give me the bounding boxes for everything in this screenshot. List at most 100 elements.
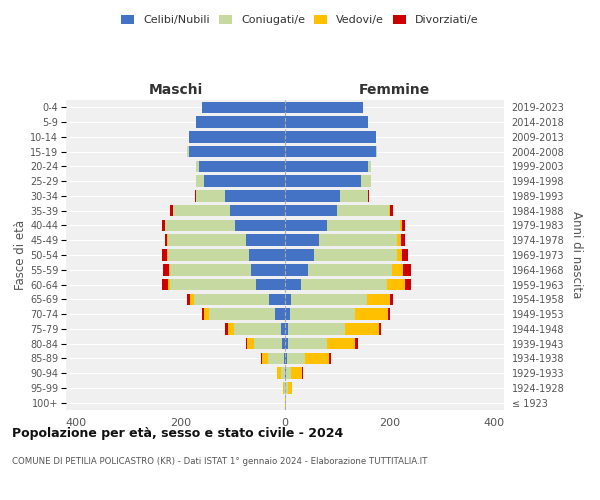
Text: Popolazione per età, sesso e stato civile - 2024: Popolazione per età, sesso e stato civil… bbox=[12, 428, 343, 440]
Bar bbox=[268, 352, 284, 364]
Bar bbox=[285, 368, 286, 379]
Bar bbox=[285, 116, 368, 128]
Bar bbox=[290, 308, 355, 320]
Bar bbox=[262, 352, 268, 364]
Bar bbox=[246, 234, 285, 246]
Bar bbox=[204, 176, 285, 187]
Bar bbox=[302, 368, 303, 379]
Bar bbox=[284, 352, 285, 364]
Bar bbox=[283, 382, 284, 394]
Bar bbox=[287, 382, 292, 394]
Bar bbox=[284, 382, 285, 394]
Bar bbox=[285, 190, 340, 202]
Bar bbox=[190, 294, 194, 305]
Bar bbox=[405, 279, 411, 290]
Bar bbox=[337, 205, 389, 216]
Text: Femmine: Femmine bbox=[359, 83, 430, 97]
Bar bbox=[194, 294, 269, 305]
Bar bbox=[277, 368, 281, 379]
Bar bbox=[286, 368, 291, 379]
Bar bbox=[367, 294, 391, 305]
Bar bbox=[400, 220, 403, 231]
Bar bbox=[173, 205, 230, 216]
Bar bbox=[167, 249, 248, 261]
Bar bbox=[163, 279, 167, 290]
Bar bbox=[403, 249, 407, 261]
Bar bbox=[281, 368, 285, 379]
Bar bbox=[285, 102, 363, 113]
Bar bbox=[261, 352, 262, 364]
Bar bbox=[202, 102, 285, 113]
Bar bbox=[287, 338, 327, 349]
Bar bbox=[397, 249, 403, 261]
Bar bbox=[376, 146, 377, 158]
Bar bbox=[225, 323, 227, 334]
Bar bbox=[170, 264, 251, 276]
Bar bbox=[379, 323, 382, 334]
Bar bbox=[256, 279, 285, 290]
Text: COMUNE DI PETILIA POLICASTRO (KR) - Dati ISTAT 1° gennaio 2024 - Elaborazione TU: COMUNE DI PETILIA POLICASTRO (KR) - Dati… bbox=[12, 458, 427, 466]
Bar bbox=[225, 190, 285, 202]
Bar bbox=[164, 234, 167, 246]
Bar bbox=[281, 323, 285, 334]
Bar bbox=[401, 234, 406, 246]
Bar bbox=[285, 397, 286, 408]
Bar bbox=[163, 249, 167, 261]
Bar bbox=[167, 279, 170, 290]
Bar bbox=[230, 205, 285, 216]
Bar bbox=[327, 220, 400, 231]
Bar bbox=[209, 308, 275, 320]
Bar bbox=[247, 338, 254, 349]
Y-axis label: Anni di nascita: Anni di nascita bbox=[570, 212, 583, 298]
Bar bbox=[301, 279, 386, 290]
Bar bbox=[391, 205, 393, 216]
Bar bbox=[291, 368, 302, 379]
Bar bbox=[287, 323, 345, 334]
Bar bbox=[254, 338, 283, 349]
Bar bbox=[187, 146, 188, 158]
Bar bbox=[235, 220, 285, 231]
Bar bbox=[188, 146, 285, 158]
Bar bbox=[291, 294, 367, 305]
Bar bbox=[204, 308, 209, 320]
Bar bbox=[329, 352, 331, 364]
Bar bbox=[170, 205, 173, 216]
Y-axis label: Fasce di età: Fasce di età bbox=[14, 220, 27, 290]
Bar bbox=[391, 294, 393, 305]
Bar bbox=[275, 308, 285, 320]
Bar bbox=[285, 249, 314, 261]
Bar bbox=[361, 176, 371, 187]
Bar bbox=[319, 234, 397, 246]
Bar bbox=[285, 160, 368, 172]
Bar bbox=[283, 338, 285, 349]
Bar bbox=[165, 220, 235, 231]
Bar bbox=[345, 323, 379, 334]
Bar bbox=[269, 294, 285, 305]
Bar bbox=[327, 338, 355, 349]
Bar bbox=[285, 308, 290, 320]
Bar bbox=[285, 264, 308, 276]
Bar bbox=[234, 323, 281, 334]
Bar bbox=[187, 294, 190, 305]
Bar bbox=[227, 323, 234, 334]
Bar bbox=[285, 338, 287, 349]
Bar bbox=[188, 131, 285, 142]
Bar bbox=[308, 264, 392, 276]
Bar bbox=[196, 176, 204, 187]
Bar bbox=[368, 190, 370, 202]
Bar bbox=[167, 234, 246, 246]
Bar bbox=[285, 176, 361, 187]
Bar bbox=[162, 220, 164, 231]
Bar bbox=[196, 190, 225, 202]
Bar bbox=[403, 220, 405, 231]
Bar bbox=[368, 160, 371, 172]
Bar bbox=[386, 279, 405, 290]
Bar bbox=[287, 352, 305, 364]
Bar bbox=[305, 352, 329, 364]
Bar bbox=[285, 382, 287, 394]
Bar bbox=[285, 279, 301, 290]
Bar bbox=[170, 279, 256, 290]
Bar bbox=[285, 205, 337, 216]
Bar bbox=[285, 220, 327, 231]
Bar bbox=[314, 249, 397, 261]
